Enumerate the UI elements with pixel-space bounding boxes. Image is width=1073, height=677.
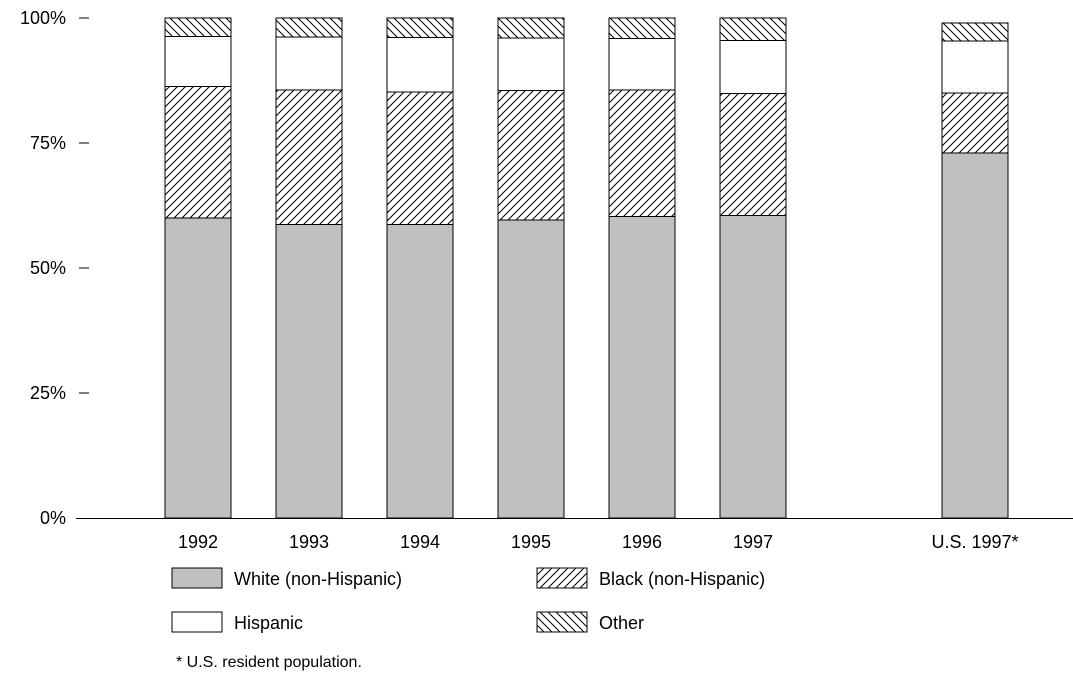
x-axis: 1992 1993 1994 1995 1996 1997 U.S. 1997* — [76, 518, 1073, 552]
legend-label: White (non-Hispanic) — [234, 569, 402, 589]
bar-segment-black-non-hispanic-1997 — [719, 93, 787, 216]
y-tick-label: 50% — [30, 258, 66, 278]
x-tick-label: 1996 — [622, 532, 662, 552]
bar-segment-white-non-hispanic-1997 — [719, 215, 787, 519]
y-tick-label: 100% — [20, 8, 66, 28]
x-tick-label: U.S. 1997* — [931, 532, 1018, 552]
legend-swatch — [171, 611, 223, 633]
x-tick-label: 1997 — [733, 532, 773, 552]
bar-segment-other-1993 — [275, 17, 343, 38]
y-tick-label: 75% — [30, 133, 66, 153]
x-tick-label: 1993 — [289, 532, 329, 552]
y-axis: 0% 25% 50% 75% 100% — [20, 8, 89, 528]
legend-label: Other — [599, 613, 644, 633]
legend-label: Hispanic — [234, 613, 303, 633]
bar-segment-hispanic-1995 — [497, 37, 565, 91]
bar-segment-other-u-s-1997 — [941, 22, 1009, 42]
bar-segment-white-non-hispanic-1993 — [275, 224, 343, 519]
bar-segment-other-1996 — [608, 17, 676, 39]
footnote: * U.S. resident population. — [176, 654, 362, 671]
legend-swatch — [536, 567, 588, 589]
legend-swatch — [536, 611, 588, 633]
bar-segment-hispanic-1997 — [719, 40, 787, 94]
bar-segment-black-non-hispanic-1994 — [386, 91, 454, 225]
bar-segment-hispanic-1994 — [386, 37, 454, 93]
x-tick-label: 1992 — [178, 532, 218, 552]
y-tick-label: 25% — [30, 383, 66, 403]
x-tick-label: 1995 — [511, 532, 551, 552]
bar-segment-white-non-hispanic-u-s-1997 — [941, 152, 1009, 519]
bar-segment-white-non-hispanic-1992 — [164, 217, 232, 519]
bar-segment-other-1997 — [719, 17, 787, 41]
legend-label: Black (non-Hispanic) — [599, 569, 765, 589]
x-tick-label: 1994 — [400, 532, 440, 552]
bar-segment-white-non-hispanic-1994 — [386, 224, 454, 519]
bar-segment-white-non-hispanic-1996 — [608, 216, 676, 519]
bar-segment-hispanic-u-s-1997 — [941, 40, 1009, 94]
bar-segment-other-1992 — [164, 17, 232, 37]
legend-swatch — [171, 567, 223, 589]
y-tick-label: 0% — [40, 508, 66, 528]
bar-segment-hispanic-1996 — [608, 38, 676, 91]
bar-segment-black-non-hispanic-1992 — [164, 86, 232, 219]
bar-segment-hispanic-1992 — [164, 36, 232, 87]
bar-segment-other-1994 — [386, 17, 454, 38]
bar-segment-white-non-hispanic-1995 — [497, 219, 565, 519]
bar-segment-black-non-hispanic-1993 — [275, 89, 343, 225]
plot-area — [164, 17, 1009, 519]
bar-segment-other-1995 — [497, 17, 565, 39]
bar-segment-black-non-hispanic-1995 — [497, 90, 565, 221]
bar-segment-black-non-hispanic-1996 — [608, 89, 676, 217]
bar-segment-black-non-hispanic-u-s-1997 — [941, 92, 1009, 154]
legend: White (non-Hispanic) Black (non-Hispanic)… — [171, 567, 765, 633]
bar-segment-hispanic-1993 — [275, 36, 343, 91]
